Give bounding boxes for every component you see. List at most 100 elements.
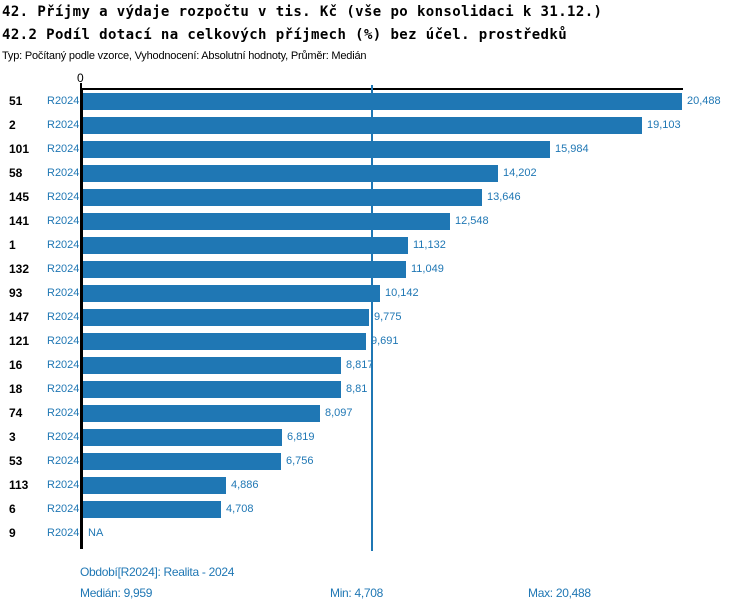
row-series-label: R2024 (47, 407, 80, 419)
bar (83, 357, 341, 374)
footer-min-label: Min: 4,708 (330, 586, 384, 600)
bar-value-label: 20,488 (687, 95, 721, 107)
bar (83, 117, 642, 134)
bar (83, 453, 281, 470)
row-series-label: R2024 (47, 503, 80, 515)
chart-row: 6 R2024 4,708 (0, 501, 750, 518)
row-series-label: R2024 (47, 479, 80, 491)
x-axis-zero-tick-mark (80, 83, 82, 88)
row-category-label: 101 (9, 142, 30, 156)
row-category-label: 58 (9, 166, 23, 180)
row-series-label: R2024 (47, 527, 80, 539)
chart-row: 141 R2024 12,548 (0, 213, 750, 230)
bar-value-label: 15,984 (555, 143, 589, 155)
bar (83, 405, 320, 422)
row-category-label: 9 (9, 526, 16, 540)
footer-max-label: Max: 20,488 (528, 586, 591, 600)
bar-value-label: 12,548 (455, 215, 489, 227)
row-series-label: R2024 (47, 239, 80, 251)
bar-value-label: 14,202 (503, 167, 537, 179)
row-series-label: R2024 (47, 95, 80, 107)
footer-median-label: Medián: 9,959 (80, 586, 153, 600)
row-series-label: R2024 (47, 335, 80, 347)
row-category-label: 132 (9, 262, 30, 276)
chart-row: 147 R2024 9,775 (0, 309, 750, 326)
row-category-label: 113 (9, 478, 29, 492)
bar (83, 93, 682, 110)
chart-row: 93 R2024 10,142 (0, 285, 750, 302)
bar-value-label: 8,817 (346, 359, 374, 371)
row-category-label: 93 (9, 286, 23, 300)
bar (83, 237, 408, 254)
row-series-label: R2024 (47, 143, 80, 155)
bar-value-label: 9,691 (371, 335, 399, 347)
bar (83, 477, 226, 494)
bar-value-label: 19,103 (647, 119, 681, 131)
chart-row: 53 R2024 6,756 (0, 453, 750, 470)
row-series-label: R2024 (47, 311, 80, 323)
row-category-label: 53 (9, 454, 23, 468)
median-line (371, 85, 373, 551)
row-series-label: R2024 (47, 215, 80, 227)
x-axis-line (80, 88, 683, 90)
chart-title-line1: 42. Příjmy a výdaje rozpočtu v tis. Kč (… (2, 4, 603, 20)
chart-row: 9 R2024 NA (0, 525, 750, 542)
bar (83, 285, 380, 302)
bar (83, 141, 550, 158)
bar-value-label: 13,646 (487, 191, 521, 203)
row-category-label: 147 (9, 310, 30, 324)
row-category-label: 51 (9, 94, 23, 108)
bar-value-label: 8,81 (346, 383, 368, 395)
chart-row: 113 R2024 4,886 (0, 477, 750, 494)
row-series-label: R2024 (47, 191, 80, 203)
chart-row: 132 R2024 11,049 (0, 261, 750, 278)
bar-value-label: 11,132 (413, 239, 446, 251)
chart-row: 74 R2024 8,097 (0, 405, 750, 422)
row-category-label: 2 (9, 118, 16, 132)
row-series-label: R2024 (47, 383, 80, 395)
bar (83, 501, 221, 518)
bar (83, 333, 366, 350)
row-series-label: R2024 (47, 119, 80, 131)
bar (83, 309, 369, 326)
chart-subtitle: Typ: Počítaný podle vzorce, Vyhodnocení:… (2, 50, 367, 62)
bar-value-label: 8,097 (325, 407, 353, 419)
bar-value-label: NA (88, 527, 104, 539)
bar-value-label: 4,886 (231, 479, 259, 491)
bar (83, 429, 282, 446)
row-category-label: 18 (9, 382, 23, 396)
row-category-label: 74 (9, 406, 23, 420)
row-category-label: 16 (9, 358, 23, 372)
chart-row: 51 R2024 20,488 (0, 93, 750, 110)
chart-row: 3 R2024 6,819 (0, 429, 750, 446)
chart-row: 1 R2024 11,132 (0, 237, 750, 254)
bar-value-label: 4,708 (226, 503, 254, 515)
x-axis-zero-tick-label: 0 (77, 71, 84, 85)
row-category-label: 6 (9, 502, 16, 516)
chart-row: 18 R2024 8,81 (0, 381, 750, 398)
row-series-label: R2024 (47, 287, 80, 299)
chart-row: 16 R2024 8,817 (0, 357, 750, 374)
row-category-label: 1 (9, 238, 16, 252)
chart-row: 101 R2024 15,984 (0, 141, 750, 158)
bar (83, 165, 498, 182)
bar (83, 261, 406, 278)
row-category-label: 121 (9, 334, 30, 348)
chart-row: 2 R2024 19,103 (0, 117, 750, 134)
row-series-label: R2024 (47, 167, 80, 179)
chart-row: 58 R2024 14,202 (0, 165, 750, 182)
chart-title-line2: 42.2 Podíl dotací na celkových příjmech … (2, 27, 568, 43)
chart-row: 121 R2024 9,691 (0, 333, 750, 350)
row-series-label: R2024 (47, 431, 80, 443)
chart-row: 145 R2024 13,646 (0, 189, 750, 206)
row-category-label: 145 (9, 190, 30, 204)
bar (83, 189, 482, 206)
row-series-label: R2024 (47, 263, 80, 275)
footer-period-label: Období[R2024]: Realita - 2024 (80, 565, 235, 579)
bar-value-label: 6,819 (287, 431, 315, 443)
row-series-label: R2024 (47, 455, 80, 467)
row-category-label: 3 (9, 430, 16, 444)
bar (83, 213, 450, 230)
row-category-label: 141 (9, 214, 30, 228)
